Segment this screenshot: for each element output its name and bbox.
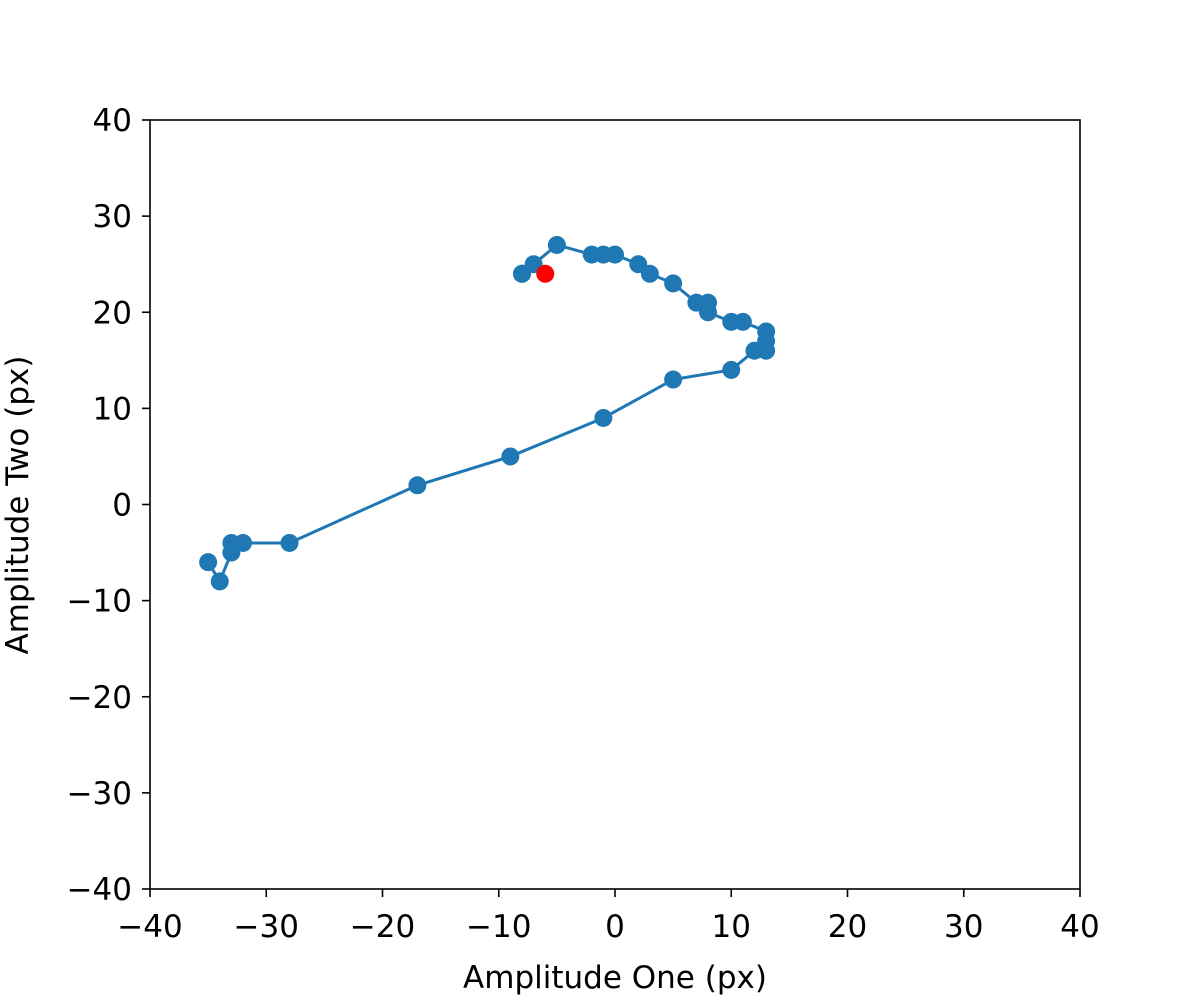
data-point	[640, 264, 659, 283]
data-point	[280, 533, 299, 552]
data-point	[745, 341, 764, 360]
data-point	[722, 360, 741, 379]
data-point	[664, 370, 683, 389]
data-point	[408, 476, 427, 495]
x-tick-label: −40	[117, 909, 182, 945]
data-point	[699, 303, 717, 322]
x-tick-label: 20	[828, 909, 867, 945]
data-point	[547, 235, 566, 254]
data-point	[199, 553, 218, 572]
x-tick-label: 0	[605, 909, 625, 945]
x-tick-label: −20	[350, 909, 415, 945]
y-tick-label: 30	[93, 199, 132, 235]
plot-frame	[149, 119, 1081, 890]
y-tick-label: 20	[93, 295, 132, 331]
series-line	[206, 243, 768, 583]
x-tick-label: 30	[944, 909, 983, 945]
y-tick-label: −30	[67, 776, 132, 812]
highlight-point	[536, 264, 555, 283]
data-point	[664, 274, 683, 293]
y-tick-label: −20	[67, 680, 132, 716]
y-tick-label: 0	[112, 488, 132, 524]
axis-ticks: −40 −30 −20 −10 0 10 20 30 40 −40 −30 −20 −10 0 10 20 30…	[67, 103, 1100, 945]
x-tick-label: −10	[466, 909, 531, 945]
y-tick-label: −40	[67, 872, 132, 908]
x-axis-label: Amplitude One (px)	[463, 960, 767, 996]
plot-marks	[199, 235, 776, 591]
data-point	[606, 245, 624, 264]
data-point	[210, 572, 229, 591]
y-tick-label: 10	[93, 391, 132, 427]
x-tick-label: −30	[234, 909, 299, 945]
x-tick-label: 40	[1060, 909, 1099, 945]
data-point	[222, 543, 241, 562]
y-tick-label: 40	[93, 103, 132, 139]
data-point	[733, 312, 752, 331]
y-tick-label: −10	[67, 584, 132, 620]
data-point	[501, 447, 520, 466]
x-tick-label: 10	[712, 909, 751, 945]
data-point	[594, 408, 613, 427]
y-axis-label: Amplitude Two (px)	[0, 356, 36, 655]
